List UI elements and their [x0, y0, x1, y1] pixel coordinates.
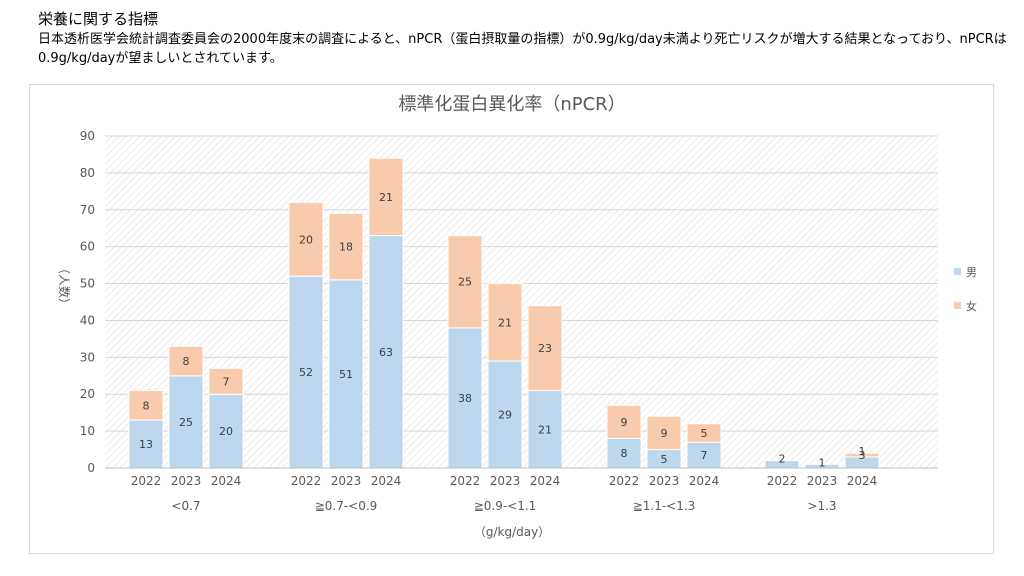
bar-label-female: 20 [299, 233, 313, 246]
bar-male [447, 327, 483, 469]
bar-label-male: 38 [458, 392, 472, 405]
bar-label-female: 7 [223, 375, 230, 388]
bar-female [208, 367, 244, 395]
bar-female [686, 423, 722, 443]
bar-label-male: 20 [219, 425, 233, 438]
x-tick-year: 2022 [609, 474, 640, 488]
bar-female [646, 415, 682, 451]
bar-male [527, 390, 563, 469]
y-tick-label: 60 [80, 240, 95, 254]
bar-female [606, 404, 642, 439]
bar-female [368, 157, 404, 237]
x-tick-year: 2023 [807, 474, 838, 488]
y-tick-label: 80 [80, 166, 95, 180]
bar-female [288, 201, 324, 277]
bar-label-male: 1 [819, 456, 826, 469]
bar-female [328, 212, 364, 281]
x-tick-year: 2022 [767, 474, 798, 488]
bar-male [368, 235, 404, 469]
bar-male [686, 441, 722, 469]
x-tick-year: 2024 [530, 474, 561, 488]
legend-swatch [954, 268, 961, 275]
bar-label-male: 52 [299, 366, 313, 379]
bar-label-male: 51 [339, 368, 353, 381]
y-tick-label: 50 [80, 277, 95, 291]
page-title: 栄養に関する指標 [38, 10, 159, 28]
bar-label-male: 8 [621, 447, 628, 460]
y-axis-label: （人数） [57, 262, 72, 310]
bar-female [487, 283, 523, 362]
bar-label-male: 29 [498, 409, 512, 422]
legend-label: 男 [966, 266, 977, 279]
x-tick-year: 2022 [291, 474, 322, 488]
bar-label-male: 25 [179, 416, 193, 429]
bar-label-male: 13 [139, 438, 153, 451]
bar-label-female: 9 [621, 416, 628, 429]
x-group-label: ≧0.7-<0.9 [315, 499, 378, 513]
bar-label-female: 25 [458, 276, 472, 289]
bar-label-male: 5 [661, 453, 668, 466]
legend-label: 女 [966, 299, 977, 313]
x-group-label: ≧1.1-<1.3 [633, 499, 696, 513]
bar-male [168, 375, 204, 469]
x-tick-year: 2023 [331, 474, 362, 488]
bar-label-female: 8 [183, 355, 190, 368]
chart-title: 標準化蛋白異化率（nPCR） [398, 94, 625, 115]
bar-female [128, 390, 164, 421]
x-tick-year: 2024 [211, 474, 242, 488]
bar-label-female: 21 [498, 316, 512, 329]
bar-label-female: 9 [661, 427, 668, 440]
bar-male [487, 360, 523, 469]
x-tick-year: 2022 [450, 474, 481, 488]
x-tick-year: 2023 [171, 474, 202, 488]
bar-label-male: 21 [538, 423, 552, 436]
bar-label-female: 18 [339, 241, 353, 254]
x-group-label: ≧0.9-<1.1 [474, 499, 537, 513]
bar-female [527, 305, 563, 392]
x-tick-year: 2023 [490, 474, 521, 488]
x-axis-label: （g/kg/day） [474, 525, 550, 539]
bar-label-male: 2 [779, 453, 786, 466]
bar-label-female: 23 [538, 342, 552, 355]
x-tick-year: 2024 [371, 474, 402, 488]
x-group-label: >1.3 [807, 499, 836, 513]
y-tick-label: 20 [80, 387, 95, 401]
y-tick-label: 40 [80, 313, 95, 327]
bar-label-male: 7 [701, 449, 708, 462]
bar-label-female: 1 [859, 445, 866, 458]
bar-label-female: 8 [143, 399, 150, 412]
y-tick-label: 0 [87, 461, 95, 475]
bar-label-female: 5 [701, 427, 708, 440]
bar-female [168, 345, 204, 377]
x-tick-year: 2023 [649, 474, 680, 488]
y-tick-label: 30 [80, 350, 95, 364]
page-header: 栄養に関する指標 日本透析医学会統計調査委員会の2000年度末の調査によると、n… [38, 8, 1013, 68]
y-tick-label: 70 [80, 203, 95, 217]
bar-female [447, 235, 483, 329]
legend-swatch [954, 302, 961, 309]
bar-female [844, 452, 880, 458]
x-tick-year: 2024 [847, 474, 878, 488]
y-tick-label: 10 [80, 424, 95, 438]
bar-male [208, 393, 244, 469]
page-description: 日本透析医学会統計調査委員会の2000年度末の調査によると、nPCR（蛋白摂取量… [38, 32, 1007, 66]
x-group-label: <0.7 [171, 499, 200, 513]
x-tick-year: 2022 [131, 474, 162, 488]
x-tick-year: 2024 [689, 474, 720, 488]
bar-label-male: 3 [859, 449, 866, 462]
y-tick-label: 90 [80, 129, 95, 143]
bar-male [328, 279, 364, 469]
bar-label-male: 63 [379, 346, 393, 359]
bar-label-female: 21 [379, 191, 393, 204]
